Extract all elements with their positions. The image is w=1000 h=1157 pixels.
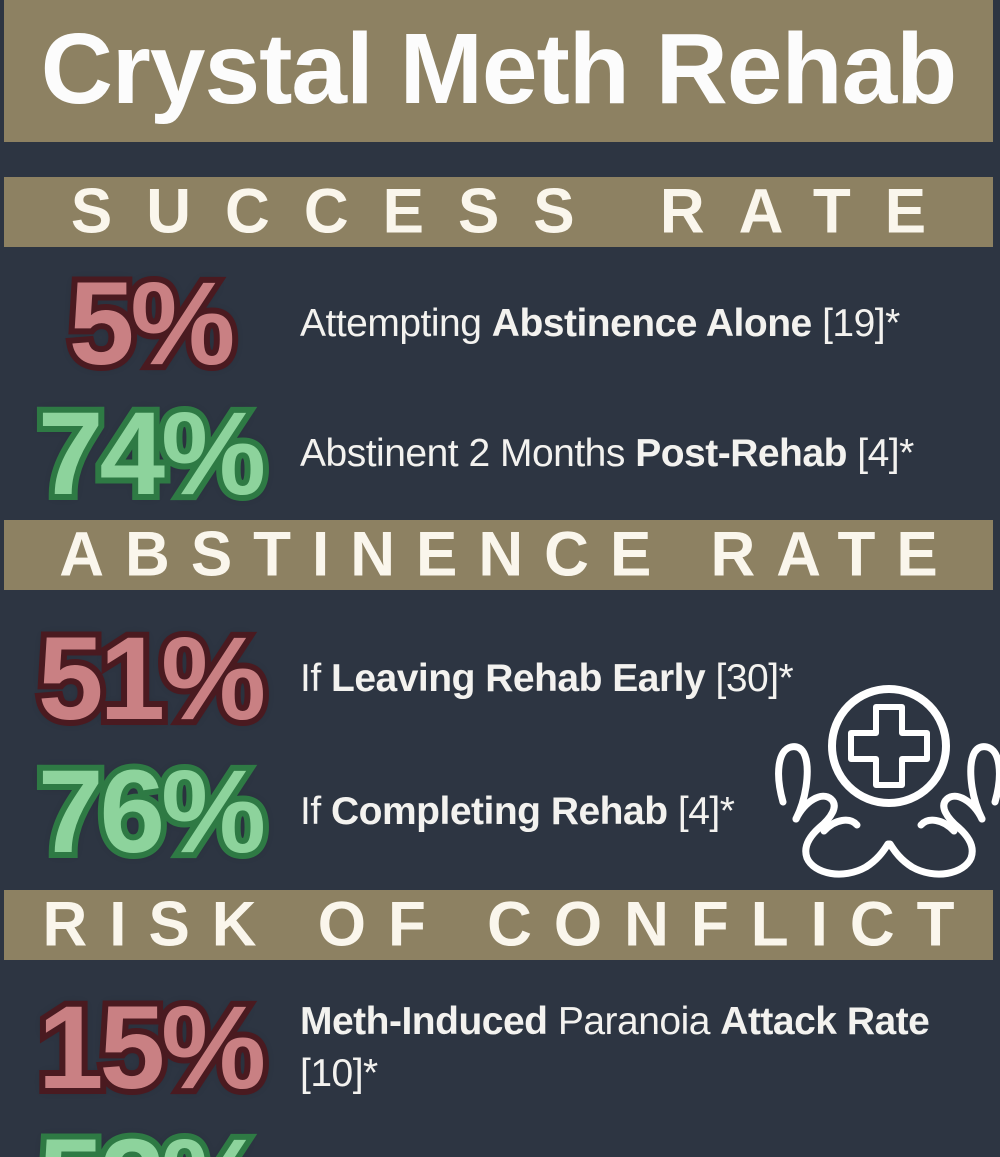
text-segment: Abstinent 2 Months bbox=[300, 432, 636, 476]
section-header-abstinence-rate: ABSTINENCE RATE bbox=[4, 520, 993, 590]
section-success-rate: SUCCESS RATE 5% Attempting Abstinence Al… bbox=[0, 177, 1000, 520]
hands-holding-medical-cross-icon bbox=[775, 685, 1000, 878]
section-header-risk-of-conflict: RISK OF CONFLICT bbox=[4, 890, 993, 960]
text-segment-bold: Abstinence Alone bbox=[491, 302, 812, 346]
section-header-label: ABSTINENCE RATE bbox=[59, 520, 959, 590]
stat-value-column: 74% bbox=[0, 395, 300, 513]
text-segment-bold: Meth-Induced bbox=[300, 1000, 548, 1044]
text-segment: [19]* bbox=[811, 302, 900, 346]
stat-value-column: 52% bbox=[0, 1122, 300, 1157]
stat-value: 76% bbox=[38, 753, 266, 871]
section-header-label: RISK OF CONFLICT bbox=[42, 890, 977, 960]
stat-value: 15% bbox=[38, 989, 266, 1107]
stat-value: 5% bbox=[69, 265, 236, 383]
stat-description: If Leaving Rehab Early [30]* bbox=[300, 653, 803, 704]
page-title: Crystal Meth Rehab bbox=[40, 13, 958, 125]
stat-value-column: 76% bbox=[0, 753, 300, 871]
stat-description: If Completing Rehab [4]* bbox=[300, 786, 744, 837]
text-segment: [10]* bbox=[300, 1051, 378, 1095]
stat-value-column: 5% bbox=[0, 265, 300, 383]
stat-value: 51% bbox=[38, 620, 266, 738]
stat-rows: 15% Meth-Induced Paranoia Attack Rate [1… bbox=[0, 960, 1000, 1157]
text-segment: [30]* bbox=[705, 657, 794, 701]
text-segment-bold: Attack Rate bbox=[720, 1000, 930, 1044]
stat-row-leaving-early: 51% If Leaving Rehab Early [30]* bbox=[0, 620, 1000, 738]
stat-row-post-rehab: 74% Abstinent 2 Months Post-Rehab [4]* bbox=[0, 395, 1000, 513]
stat-value: 74% bbox=[38, 395, 266, 513]
title-banner: Crystal Meth Rehab bbox=[4, 0, 993, 142]
stat-description: Abstinent 2 Months Post-Rehab [4]* bbox=[300, 428, 924, 479]
stat-value-column: 15% bbox=[0, 989, 300, 1107]
section-risk-of-conflict: RISK OF CONFLICT 15% Meth-Induced Parano… bbox=[0, 890, 1000, 1157]
stat-row-completing-rehab: 76% If Completing Rehab [4]* bbox=[0, 753, 1000, 871]
text-segment-bold: Leaving Rehab Early bbox=[331, 657, 706, 701]
section-header-success-rate: SUCCESS RATE bbox=[4, 177, 993, 247]
text-segment: If bbox=[300, 790, 332, 834]
stat-row-mindfulness-relapse: 52% Mindfulness-Based Relapse bbox=[0, 1122, 1000, 1157]
section-abstinence-rate: ABSTINENCE RATE 51% If Leaving Rehab Ear… bbox=[0, 520, 1000, 890]
text-segment: Attempting bbox=[300, 302, 492, 346]
text-segment: Paranoia bbox=[547, 1000, 721, 1044]
text-segment: If bbox=[300, 657, 332, 701]
text-segment-bold: Completing Rehab bbox=[331, 790, 668, 834]
text-segment: [4]* bbox=[667, 790, 735, 834]
stat-description: Attempting Abstinence Alone [19]* bbox=[300, 298, 910, 349]
stat-description: Meth-Induced Paranoia Attack Rate [10]* bbox=[300, 996, 940, 1099]
stat-row-paranoia-attack: 15% Meth-Induced Paranoia Attack Rate [1… bbox=[0, 989, 1000, 1107]
banner-gap bbox=[0, 142, 1000, 177]
text-segment-bold: Post-Rehab bbox=[635, 432, 847, 476]
stat-value: 52% bbox=[38, 1122, 266, 1157]
section-header-label: SUCCESS RATE bbox=[70, 177, 961, 247]
stat-value-column: 51% bbox=[0, 620, 300, 738]
stat-rows: 51% If Leaving Rehab Early [30]* 76% If … bbox=[0, 590, 1000, 890]
stat-row-abstinence-alone: 5% Attempting Abstinence Alone [19]* bbox=[0, 265, 1000, 383]
text-segment: [4]* bbox=[846, 432, 914, 476]
stat-rows: 5% Attempting Abstinence Alone [19]* 74%… bbox=[0, 247, 1000, 520]
